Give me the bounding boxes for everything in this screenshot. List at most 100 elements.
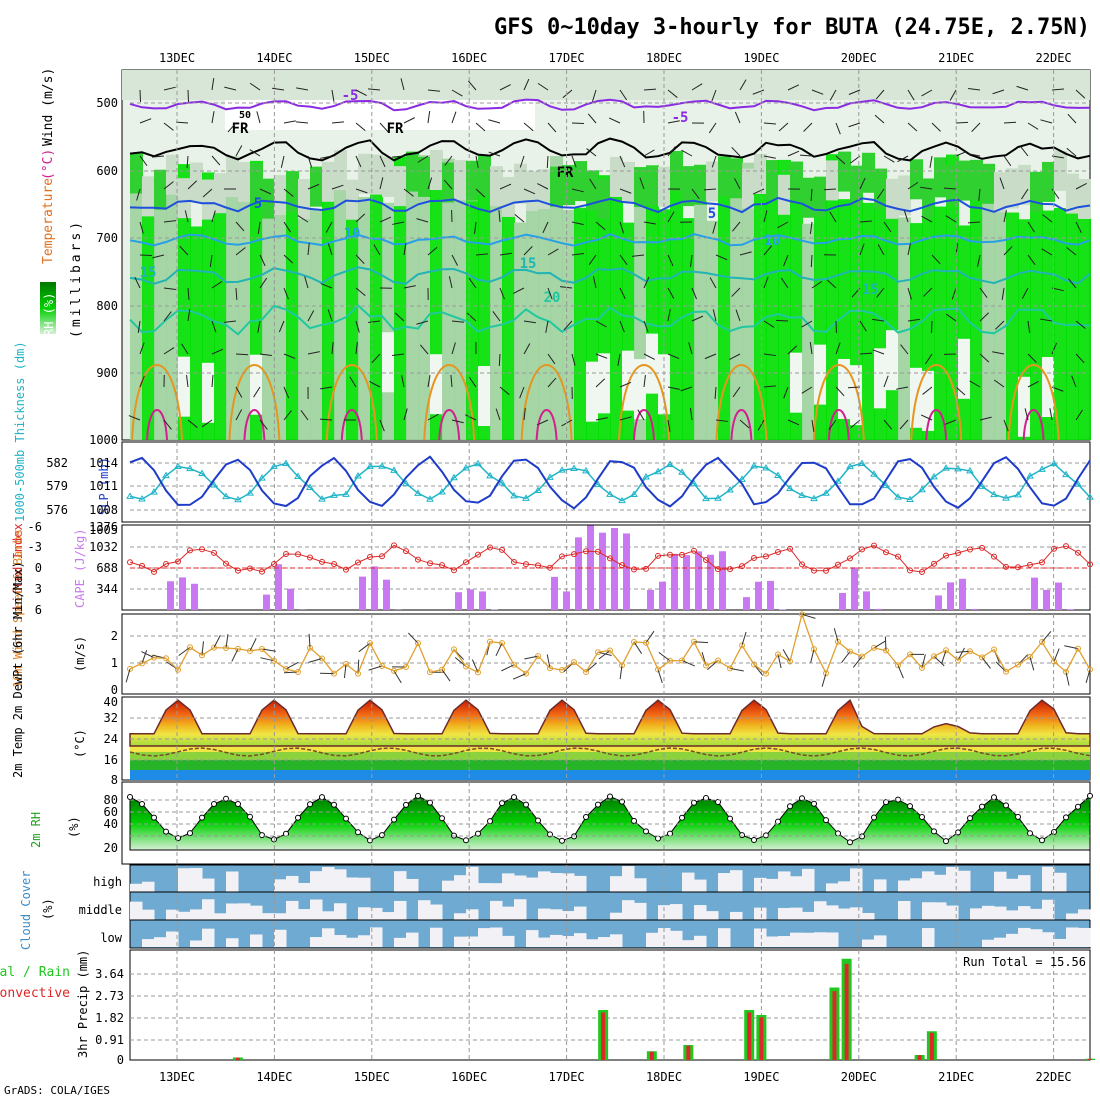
cape-bar	[179, 577, 186, 610]
precip-axis-label: 3hr Precip (mm)	[76, 950, 90, 1058]
wind-barb	[803, 122, 813, 132]
bottom-date-label: 21DEC	[938, 1070, 974, 1084]
rh-band	[178, 178, 191, 219]
rh-point	[871, 814, 877, 821]
wind-barb	[1027, 254, 1036, 265]
wind-barb	[355, 122, 366, 132]
bottom-date-label: 18DEC	[646, 1070, 682, 1084]
contour-30	[243, 409, 266, 441]
wind-point	[1039, 639, 1045, 646]
dry-patch	[478, 366, 491, 427]
rh-point	[655, 835, 661, 842]
wind-barb	[307, 243, 310, 256]
rh-band	[922, 178, 935, 219]
wind-barb	[178, 646, 191, 656]
wind-barb	[811, 419, 815, 432]
rh-column	[1066, 193, 1079, 440]
wind-barb	[848, 122, 861, 128]
cloud-block	[130, 901, 143, 920]
wind-barb	[571, 155, 577, 168]
cape-bar	[467, 589, 474, 610]
rh-band	[250, 163, 263, 204]
wind10m-label: 10m Wind Speed & Barbs	[11, 529, 25, 688]
wind-barb	[475, 253, 488, 256]
cloud-block	[286, 900, 299, 920]
wind-barb	[763, 353, 776, 357]
wind-barb	[261, 648, 276, 652]
rh-band	[226, 157, 239, 198]
y-tick-label: 1014	[89, 456, 118, 470]
wind-barb	[783, 386, 789, 399]
thickness-marker	[750, 462, 758, 469]
cloud-block	[934, 874, 947, 892]
wind-barb	[427, 111, 431, 124]
cloud-block	[274, 913, 287, 920]
cloud-block	[1078, 927, 1091, 947]
wind-point	[523, 670, 529, 677]
wind-barb	[499, 386, 510, 396]
cloud-block	[694, 935, 707, 947]
wind-barb	[763, 320, 775, 328]
rh-point	[139, 800, 145, 807]
wind-barb	[1071, 375, 1077, 388]
wind-barb	[260, 657, 275, 662]
wind-barb	[907, 287, 912, 300]
wind-point	[979, 654, 985, 661]
y-tick-label: 1008	[89, 503, 118, 517]
wind-barb	[139, 375, 145, 388]
wind-line	[125, 611, 1093, 694]
cloud-block	[538, 871, 551, 892]
rh-column	[394, 156, 407, 441]
cloud-block	[994, 937, 1007, 947]
wind-barb	[371, 353, 381, 364]
precip-bar-convective	[686, 1045, 691, 1060]
wind-barb	[995, 320, 1005, 330]
top-date-label: 13DEC	[159, 51, 195, 65]
wind-barb	[187, 419, 198, 428]
rh2m-label: 2m RH	[29, 812, 43, 848]
cloud-block	[574, 906, 587, 920]
cloud-block	[310, 937, 323, 947]
cape-bar	[575, 537, 582, 610]
rh-band	[706, 161, 719, 202]
wind-barb	[139, 155, 148, 167]
rh-column	[994, 203, 1007, 440]
rh-band	[946, 164, 959, 205]
wind-barb	[968, 87, 981, 91]
wind-barb	[632, 254, 645, 257]
wind-barb	[811, 280, 823, 289]
rh-column	[958, 225, 971, 440]
rh-point	[667, 830, 673, 837]
wind-barb	[408, 632, 419, 644]
wind-barb	[331, 121, 344, 124]
dewpoint-line	[129, 747, 1091, 757]
y-tick-label: 600	[96, 164, 118, 178]
wind-point	[415, 640, 421, 647]
wind-barb	[187, 180, 198, 190]
dry-band	[225, 100, 535, 130]
wind-barb	[995, 661, 1007, 673]
precip-label-total: Total / Rain	[0, 965, 70, 980]
wind-barb	[211, 111, 215, 124]
cloud-block	[562, 936, 575, 947]
wind-point	[139, 660, 145, 667]
cape-bar	[719, 551, 726, 610]
rh-band	[190, 162, 203, 203]
cloud-block	[430, 927, 443, 947]
lifted-index-point	[883, 549, 889, 556]
rh-band	[814, 176, 827, 217]
wind-barb	[999, 177, 1005, 190]
dry-patch	[790, 352, 803, 413]
rh-band	[766, 160, 779, 201]
wind-barb	[763, 245, 773, 256]
run-total: Run Total = 15.56	[963, 955, 1086, 969]
wind-barb	[571, 253, 584, 256]
wind-point	[187, 644, 193, 651]
rh-column	[778, 159, 791, 440]
wind-point	[847, 648, 853, 655]
wind-barb	[128, 415, 141, 421]
wind-barb	[956, 650, 971, 653]
wind-barb	[355, 342, 358, 355]
bottom-date-label: 13DEC	[159, 1070, 195, 1084]
